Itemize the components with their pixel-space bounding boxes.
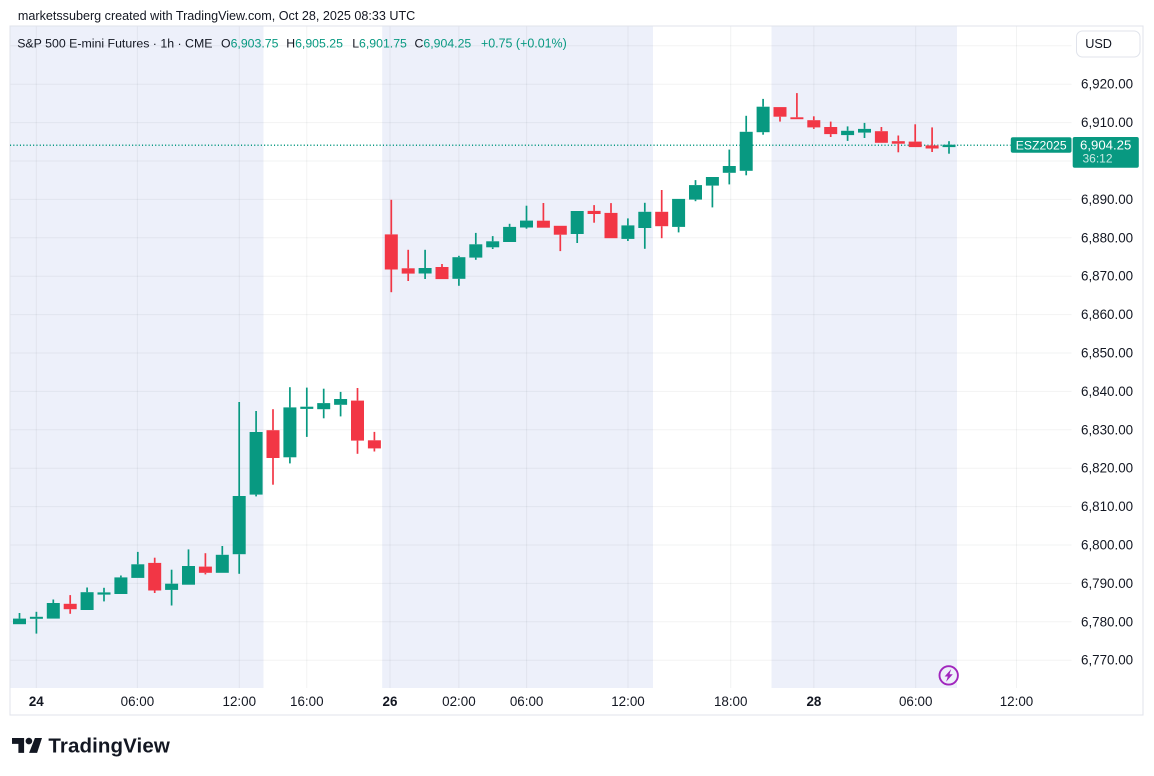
svg-text:6,880.00: 6,880.00 bbox=[1081, 230, 1133, 245]
svg-text:12:00: 12:00 bbox=[223, 694, 257, 709]
svg-text:24: 24 bbox=[29, 694, 44, 709]
svg-text:6,820.00: 6,820.00 bbox=[1081, 461, 1133, 476]
svg-text:6,790.00: 6,790.00 bbox=[1081, 576, 1133, 591]
svg-text:C6,904.25: C6,904.25 bbox=[415, 36, 472, 50]
svg-text:6,870.00: 6,870.00 bbox=[1081, 269, 1133, 284]
svg-text:06:00: 06:00 bbox=[510, 694, 544, 709]
svg-text:28: 28 bbox=[806, 694, 821, 709]
svg-text:ESZ2025: ESZ2025 bbox=[1016, 138, 1067, 152]
svg-text:06:00: 06:00 bbox=[899, 694, 933, 709]
svg-text:H6,905.25: H6,905.25 bbox=[286, 36, 343, 50]
svg-text:12:00: 12:00 bbox=[1000, 694, 1034, 709]
svg-text:6,920.00: 6,920.00 bbox=[1081, 77, 1133, 92]
svg-text:16:00: 16:00 bbox=[290, 694, 324, 709]
svg-text:+0.75 (+0.01%): +0.75 (+0.01%) bbox=[481, 36, 567, 50]
svg-text:6,800.00: 6,800.00 bbox=[1081, 538, 1133, 553]
svg-text:26: 26 bbox=[383, 694, 398, 709]
svg-text:TradingView: TradingView bbox=[48, 735, 169, 758]
svg-text:12:00: 12:00 bbox=[611, 694, 645, 709]
svg-text:6,904.25: 6,904.25 bbox=[1080, 138, 1131, 153]
svg-text:6,910.00: 6,910.00 bbox=[1081, 115, 1133, 130]
svg-text:6,850.00: 6,850.00 bbox=[1081, 346, 1133, 361]
svg-text:marketssuberg created with Tra: marketssuberg created with TradingView.c… bbox=[18, 9, 415, 23]
svg-text:USD: USD bbox=[1085, 37, 1112, 51]
svg-text:06:00: 06:00 bbox=[121, 694, 155, 709]
svg-text:6,860.00: 6,860.00 bbox=[1081, 307, 1133, 322]
svg-text:6,830.00: 6,830.00 bbox=[1081, 422, 1133, 437]
svg-text:6,780.00: 6,780.00 bbox=[1081, 614, 1133, 629]
svg-text:6,810.00: 6,810.00 bbox=[1081, 499, 1133, 514]
svg-text:6,840.00: 6,840.00 bbox=[1081, 384, 1133, 399]
svg-text:36:12: 36:12 bbox=[1083, 152, 1113, 166]
svg-text:18:00: 18:00 bbox=[714, 694, 748, 709]
svg-text:L6,901.75: L6,901.75 bbox=[352, 36, 407, 50]
svg-text:O6,903.75: O6,903.75 bbox=[221, 36, 279, 50]
svg-text:6,770.00: 6,770.00 bbox=[1081, 653, 1133, 668]
svg-text:02:00: 02:00 bbox=[442, 694, 476, 709]
svg-text:6,890.00: 6,890.00 bbox=[1081, 192, 1133, 207]
svg-text:S&P 500 E-mini Futures · 1h ·: S&P 500 E-mini Futures · 1h · CME bbox=[17, 36, 212, 50]
